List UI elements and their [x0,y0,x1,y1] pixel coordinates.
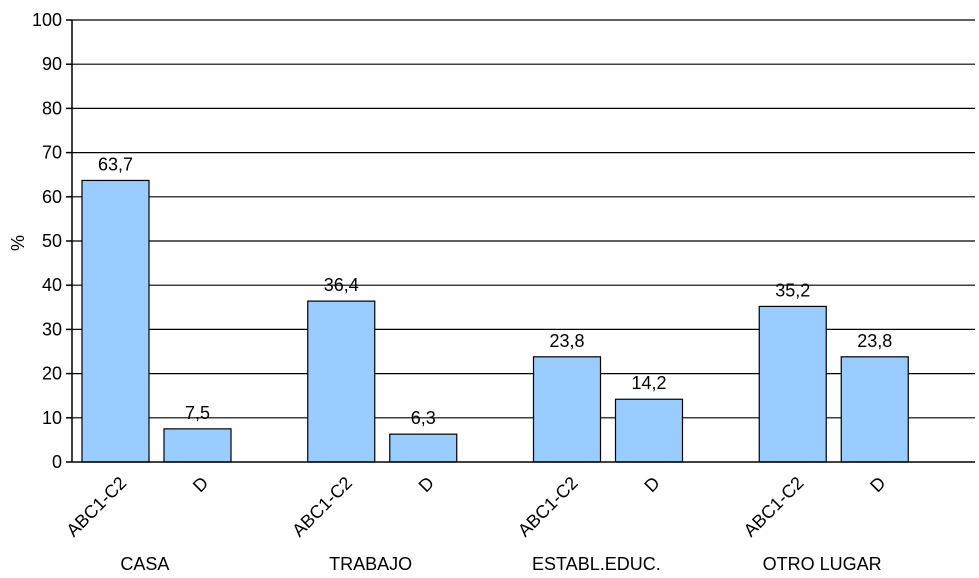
y-tick-labels: 0 10 20 30 40 50 60 70 80 90 100 [32,10,62,472]
bar [81,179,150,463]
gridlines [66,19,975,463]
y-tick-label: 30 [42,319,62,339]
y-tick-label: 10 [42,408,62,428]
bar [389,433,458,463]
y-tick-label: 20 [42,364,62,384]
bar [532,356,602,463]
axes [71,20,975,463]
group-label: ESTABL.EDUC. [532,554,661,574]
category-labels: ABC1-C2 D ABC1-C2 D ABC1-C2 D ABC1-C2 D [62,473,889,541]
data-label: 23,8 [549,331,584,351]
category-label: ABC1-C2 [288,473,356,541]
data-label: 14,2 [631,373,666,393]
data-label: 35,2 [775,280,810,300]
y-axis-title: % [8,235,28,251]
category-label: D [189,473,212,496]
category-label: D [866,473,889,496]
y-tick-label: 40 [42,275,62,295]
y-tick-label: 0 [52,452,62,472]
group-label: CASA [120,554,169,574]
category-label: D [640,473,663,496]
category-label: D [415,473,438,496]
group-label: TRABAJO [329,554,412,574]
bar [840,356,909,463]
group-labels: CASA TRABAJO ESTABL.EDUC. OTRO LUGAR [120,554,881,574]
y-tick-label: 50 [42,231,62,251]
data-label: 7,5 [185,403,210,423]
bar [307,300,376,463]
category-label: ABC1-C2 [514,473,582,541]
data-label: 6,3 [411,408,436,428]
data-label: 36,4 [324,275,359,295]
category-label: ABC1-C2 [740,473,808,541]
y-tick-label: 100 [32,10,62,30]
category-label: ABC1-C2 [62,473,130,541]
data-label: 63,7 [98,154,133,174]
group-label: OTRO LUGAR [763,554,882,574]
y-tick-label: 80 [42,98,62,118]
bar [758,305,827,463]
y-tick-label: 60 [42,187,62,207]
y-tick-label: 70 [42,143,62,163]
bars [81,179,909,463]
data-label: 23,8 [857,331,892,351]
bar [614,398,684,463]
y-tick-label: 90 [42,54,62,74]
data-labels: 63,7 7,5 36,4 6,3 23,8 14,2 35,2 23,8 [98,154,892,428]
bar [163,428,232,463]
